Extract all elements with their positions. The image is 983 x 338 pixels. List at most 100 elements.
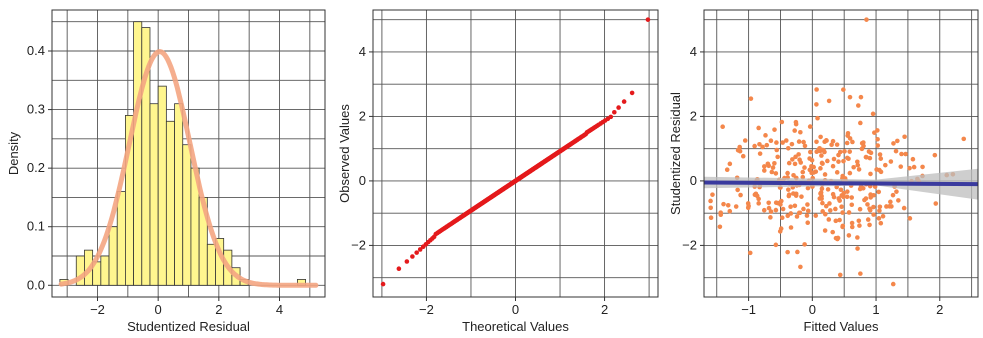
residual-point [883,162,888,168]
x-tick-label: 2 [936,302,943,317]
x-axis-label: Studentized Residual [127,319,250,334]
panel-histogram: −2 0 2 4 0.0 0.1 0.2 0.3 0.4 Studentized Residual… [6,9,326,334]
residual-point [773,242,779,248]
y-tick-label: 4 [359,44,366,59]
residual-point [796,152,801,157]
residual-point [708,198,713,204]
residual-point [820,200,825,206]
residual-point [805,202,810,207]
residual-point [932,152,938,158]
residual-point [825,158,830,164]
residual-point [762,168,767,173]
residual-point [826,98,832,104]
residual-point [708,215,714,220]
qq-point [608,114,614,120]
histogram-bar [157,85,167,286]
qq-point [417,247,423,252]
residual-point [847,94,853,100]
residual-point [870,111,876,117]
residual-point [802,165,807,170]
residual-point [837,217,842,223]
residual-point [814,87,819,92]
residual-point [735,147,741,153]
x-axis-label: Fitted Values [804,319,879,334]
residual-point [831,194,837,200]
qq-point [380,281,386,287]
residual-point [857,186,863,192]
residual-point [847,149,853,154]
residual-point [823,203,829,209]
residual-point [754,193,760,199]
residual-point [761,207,767,213]
qq-point [396,266,402,272]
residual-point [804,213,810,218]
residual-point [805,185,811,191]
residual-point [831,156,837,162]
residual-point [884,204,889,209]
plot-border [51,9,326,298]
residual-point [830,138,836,144]
residual-point [817,196,823,201]
residual-point [820,161,825,166]
y-tick-label: 2 [359,108,366,123]
x-tick-label: −1 [741,302,756,317]
residual-point [861,140,866,145]
residual-point [891,141,896,146]
residual-point [788,225,794,230]
residual-point [727,208,733,214]
residual-point [877,208,882,213]
residual-point [794,214,800,219]
residual-point [779,215,785,221]
residual-point [822,139,827,144]
residual-point [827,201,832,206]
residual-point [724,167,730,173]
residual-point [780,140,785,145]
y-tick-label: 2 [690,108,697,123]
plot-border [703,9,979,298]
residual-point [877,204,883,210]
residual-point [857,206,863,212]
x-tick-label: 4 [276,302,283,317]
residual-point [862,197,867,203]
residual-point [875,136,880,142]
residual-point [763,133,768,138]
histogram-bar [116,191,126,286]
residual-point [845,130,851,136]
residual-point [786,160,792,166]
grid-lines [704,10,978,297]
residual-point [864,155,869,160]
residual-point [780,206,786,212]
residual-point [784,138,789,143]
y-tick-label: 0.1 [27,219,45,234]
y-tick-label: 0.0 [27,277,45,292]
residual-point [836,159,841,164]
residual-point [844,140,850,146]
residual-point [856,103,861,108]
smooth-line [703,180,979,187]
residual-point [708,205,714,211]
residual-point [868,150,874,156]
x-tick-label: 0 [809,302,816,317]
residual-point [796,139,802,144]
residual-point [777,229,783,234]
residual-point [775,200,781,206]
residual-point [792,128,797,133]
residual-point [867,155,873,161]
x-tick-label: 2 [215,302,222,317]
residual-point [788,204,793,210]
residual-point [768,138,774,144]
histogram-bar [174,103,184,286]
residual-point [849,202,855,208]
residual-point [772,161,777,166]
qq-point [629,90,635,96]
residual-point [868,195,873,200]
residual-point [814,149,819,155]
residual-point [786,187,791,192]
residual-point [834,170,840,175]
residual-point [841,87,846,92]
y-tick-label: 4 [690,44,697,59]
histogram-bar [108,226,118,286]
residual-point [807,124,813,129]
residual-point [779,119,785,125]
panel-qq-plot: −2 0 2 −2 0 2 4 Theoretical Values Observed Valu… [337,9,659,334]
